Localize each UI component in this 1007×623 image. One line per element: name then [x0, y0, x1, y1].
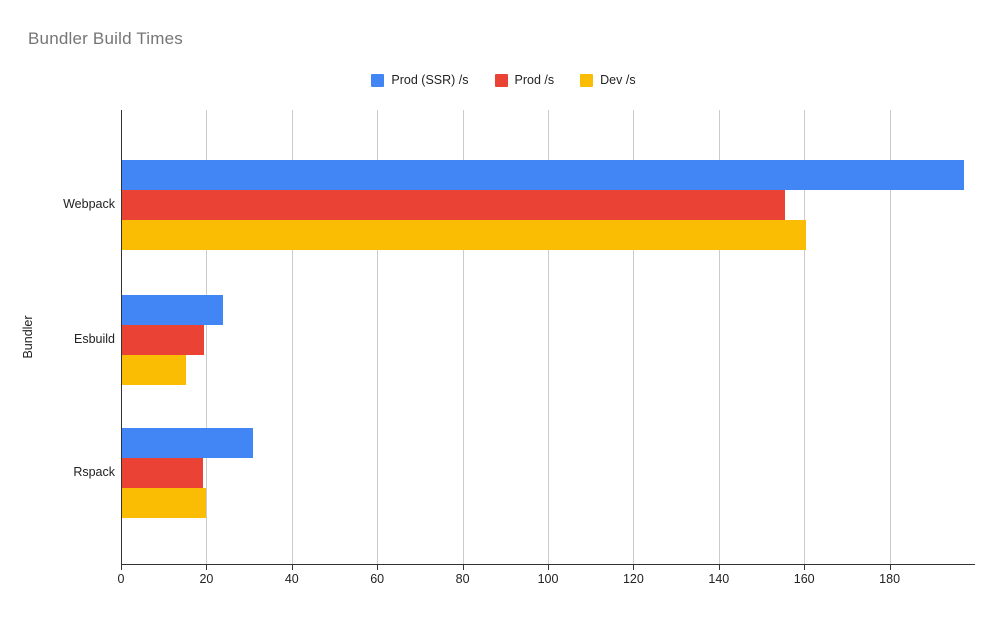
x-axis-tick [718, 564, 720, 570]
x-axis-tick-label: 40 [284, 572, 299, 586]
y-axis-category-label: Rspack [73, 465, 115, 479]
gridline [633, 110, 635, 564]
x-axis-tick [377, 564, 379, 570]
bar[interactable] [121, 458, 204, 488]
x-axis-tick [633, 564, 635, 570]
gridline [462, 110, 464, 564]
y-axis-line [121, 110, 122, 564]
x-axis-tick [206, 564, 208, 570]
legend-label: Dev /s [600, 73, 636, 87]
bar[interactable] [121, 355, 187, 385]
gridline [377, 110, 379, 564]
legend-swatch-icon [494, 73, 508, 87]
bar[interactable] [121, 295, 223, 325]
bar[interactable] [121, 488, 207, 518]
gridline [718, 110, 720, 564]
x-axis-tick [291, 564, 293, 570]
y-axis-category-label: Webpack [63, 197, 115, 211]
x-axis-tick-label: 0 [117, 572, 125, 586]
bar[interactable] [121, 190, 785, 220]
x-axis-tick [804, 564, 806, 570]
x-axis-tick-label: 80 [455, 572, 470, 586]
chart-legend: Prod (SSR) /s Prod /s Dev /s [0, 73, 1007, 87]
x-axis-tick-label: 20 [199, 572, 214, 586]
gridline [804, 110, 806, 564]
x-axis-tick-label: 140 [708, 572, 730, 586]
legend-label: Prod (SSR) /s [391, 73, 469, 87]
gridline [206, 110, 208, 564]
plot-area [121, 110, 975, 564]
x-axis-tick [462, 564, 464, 570]
bar[interactable] [121, 325, 205, 355]
legend-item[interactable]: Dev /s [580, 73, 636, 87]
x-axis-tick-label: 100 [537, 572, 559, 586]
gridline [548, 110, 549, 564]
bar[interactable] [121, 220, 807, 250]
x-axis-tick [121, 564, 122, 570]
x-axis-tick-label: 180 [879, 572, 901, 586]
legend-item[interactable]: Prod /s [494, 73, 555, 87]
x-axis-tick-label: 60 [370, 572, 385, 586]
x-axis-tick [548, 564, 549, 570]
y-axis-category-label: Esbuild [74, 332, 115, 346]
x-axis-tick-label: 120 [622, 572, 644, 586]
bar[interactable] [121, 160, 965, 190]
gridline [291, 110, 293, 564]
legend-swatch-icon [580, 73, 594, 87]
x-axis-tick-label: 160 [793, 572, 815, 586]
legend-swatch-icon [371, 73, 385, 87]
legend-item[interactable]: Prod (SSR) /s [371, 73, 469, 87]
legend-label: Prod /s [514, 73, 555, 87]
gridline [889, 110, 891, 564]
x-axis-tick [889, 564, 891, 570]
bar[interactable] [121, 428, 253, 458]
chart-title: Bundler Build Times [28, 29, 183, 48]
